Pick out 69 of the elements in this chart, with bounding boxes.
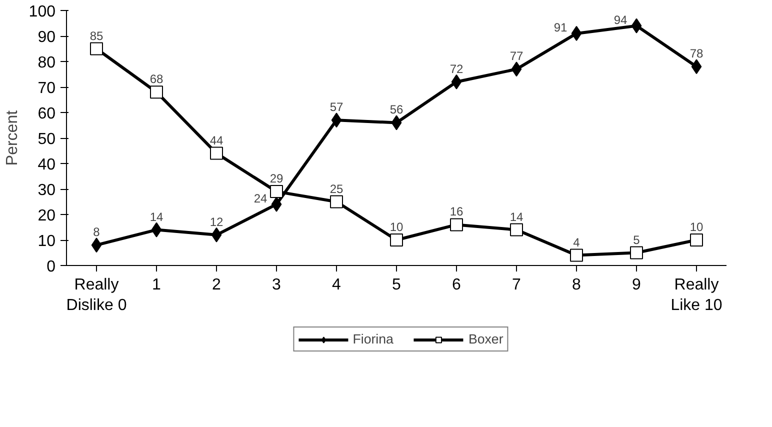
data-label: 72	[450, 62, 464, 76]
data-label: 57	[330, 100, 344, 114]
y-tick-label: 40	[38, 156, 56, 174]
legend-label: Fiorina	[352, 332, 394, 346]
x-tick-label: 1	[152, 276, 162, 294]
data-label: 77	[510, 49, 524, 64]
point	[451, 74, 462, 90]
y-tick-label: 20	[38, 208, 56, 224]
data-label: 91	[554, 20, 568, 34]
x-tick-label: 8	[572, 276, 582, 294]
legend-label: Boxer	[468, 332, 504, 346]
point	[391, 115, 402, 130]
data-label: 68	[150, 72, 164, 86]
y-tick-label: 80	[38, 54, 56, 72]
y-tick-label: 10	[38, 233, 56, 250]
point	[570, 248, 583, 262]
x-tick-label: 9	[632, 276, 642, 294]
data-label: 14	[510, 210, 524, 224]
data-label: 29	[270, 172, 284, 186]
data-label: 94	[614, 12, 628, 27]
point	[511, 62, 522, 77]
point	[331, 112, 342, 128]
data-label: 4	[573, 235, 580, 250]
y-tick-label: 60	[38, 106, 56, 122]
x-tick-label: 7	[512, 276, 522, 294]
y-tick-label: 90	[38, 29, 56, 46]
point	[91, 238, 102, 253]
point	[690, 234, 703, 246]
data-label: 16	[450, 204, 464, 219]
x-tick-label: Really Like 10	[670, 276, 722, 314]
point	[151, 222, 162, 238]
data-label: 10	[390, 220, 404, 234]
x-tick-label: 2	[212, 276, 222, 294]
x-tick-label: 6	[452, 276, 462, 294]
point	[630, 246, 643, 260]
x-tick-label: 3	[272, 276, 282, 294]
point	[510, 223, 523, 236]
point	[390, 234, 403, 246]
data-label: 8	[93, 225, 100, 240]
point	[631, 18, 642, 34]
data-label: 10	[690, 220, 704, 234]
y-axis-title: Percent	[4, 110, 21, 166]
point	[270, 185, 283, 198]
point	[211, 227, 222, 242]
point	[330, 195, 343, 208]
data-label: 5	[633, 232, 640, 247]
point	[90, 42, 103, 56]
point	[210, 146, 223, 160]
y-tick-label: 30	[38, 182, 56, 199]
x-tick-label: 5	[392, 276, 402, 294]
y-tick-label: 0	[46, 258, 56, 276]
point	[691, 59, 702, 74]
y-tick-label: 100	[28, 4, 56, 20]
point	[450, 218, 463, 232]
data-label: 25	[330, 182, 344, 196]
data-label: 78	[690, 46, 704, 61]
data-label: 56	[390, 102, 404, 117]
y-tick-label: 50	[38, 131, 56, 148]
y-tick-label: 70	[38, 80, 56, 97]
point	[271, 196, 282, 212]
data-label: 14	[150, 210, 164, 224]
x-tick-label: 4	[332, 276, 342, 294]
point	[150, 86, 163, 99]
data-label: 24	[254, 191, 268, 206]
data-label: 85	[90, 28, 104, 43]
data-label: 12	[210, 214, 224, 229]
x-tick-label: Really Dislike 0	[66, 276, 127, 314]
point	[571, 26, 582, 41]
data-label: 44	[210, 133, 224, 148]
